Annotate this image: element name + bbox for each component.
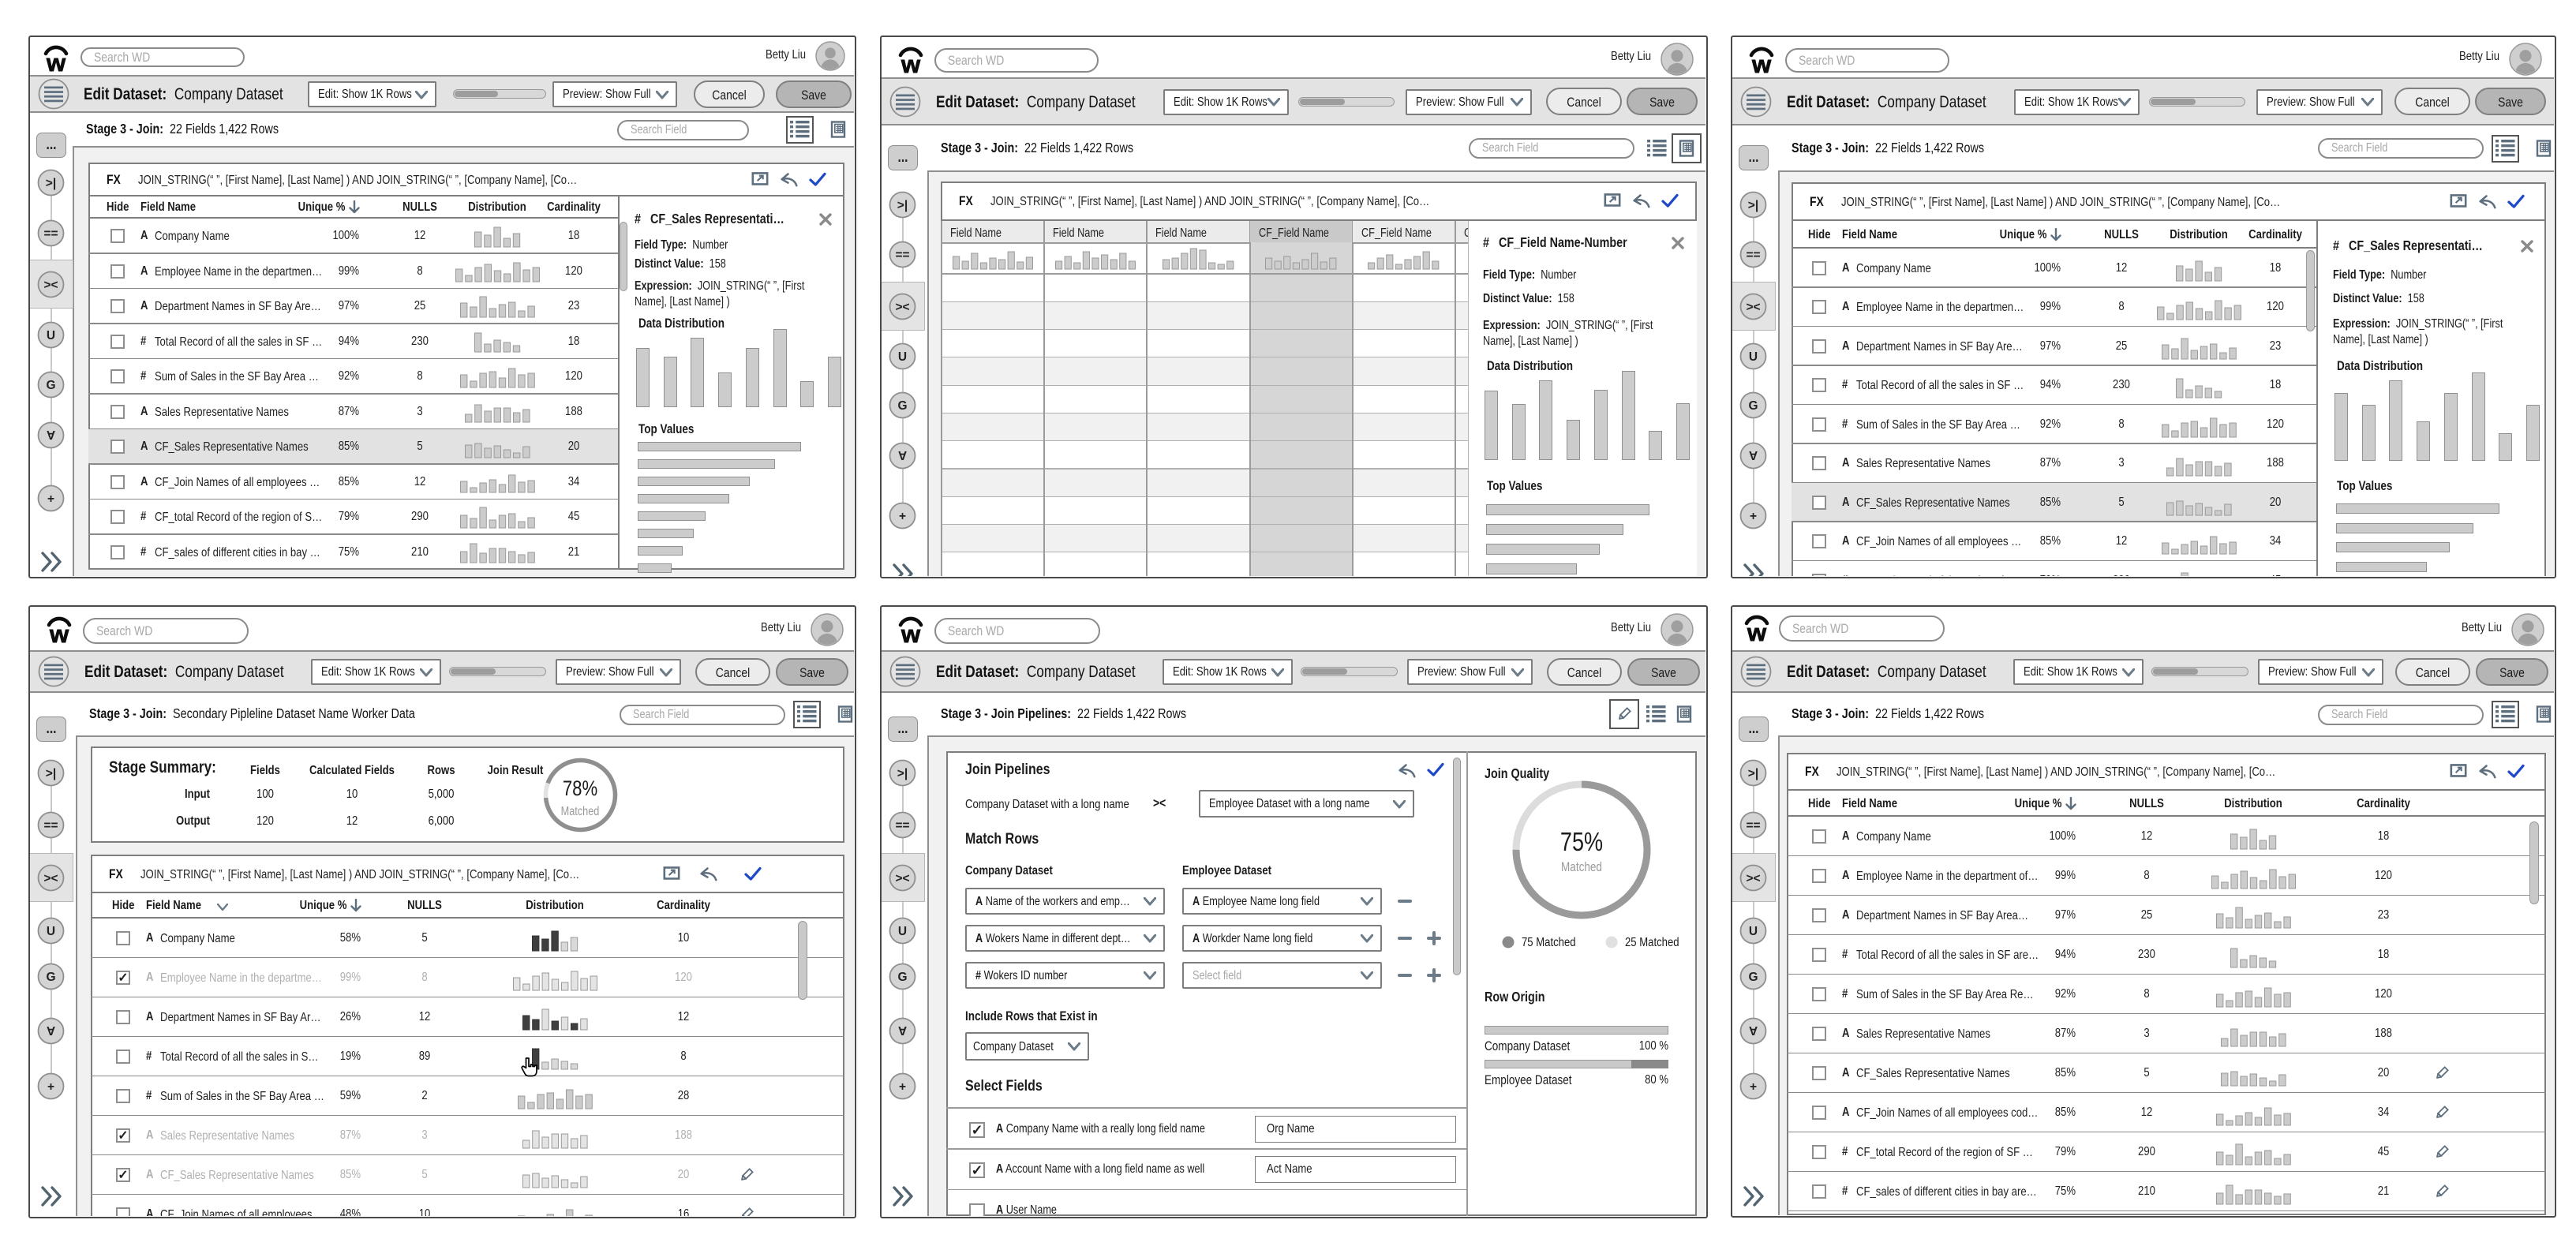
svg-text:==: == [895, 819, 909, 833]
svg-text:G: G [897, 971, 907, 984]
svg-text:>|: >| [897, 767, 908, 780]
svg-text:U: U [898, 925, 907, 938]
svg-text:w: w [49, 620, 69, 643]
svg-text:U: U [47, 925, 55, 938]
svg-text:==: == [1746, 819, 1760, 833]
svg-text:>|: >| [46, 767, 56, 780]
svg-text:A: A [47, 1023, 55, 1036]
svg-text:U: U [898, 350, 907, 364]
svg-text:A: A [47, 427, 55, 440]
svg-text:G: G [46, 971, 55, 984]
svg-text:A: A [898, 1023, 907, 1036]
svg-text:A: A [1749, 1023, 1758, 1036]
svg-text:G: G [897, 399, 907, 413]
svg-text:U: U [1749, 925, 1758, 938]
svg-text:+: + [1750, 510, 1757, 523]
svg-text:w: w [900, 620, 921, 643]
svg-text:><: >< [895, 301, 909, 314]
svg-text:><: >< [43, 279, 58, 292]
svg-text:+: + [899, 510, 906, 523]
svg-text:+: + [1750, 1080, 1757, 1094]
svg-text:==: == [43, 227, 58, 241]
svg-text:==: == [1746, 249, 1760, 262]
svg-text:>|: >| [897, 199, 908, 212]
svg-text:w: w [46, 49, 66, 72]
svg-text:==: == [895, 249, 909, 262]
svg-text:>|: >| [1748, 199, 1758, 212]
svg-text:><: >< [1746, 872, 1760, 885]
svg-text:==: == [43, 819, 58, 833]
svg-text:A: A [1749, 447, 1758, 461]
svg-text:✓: ✓ [971, 1162, 983, 1178]
svg-text:w: w [900, 51, 921, 73]
svg-text:G: G [1748, 971, 1758, 984]
svg-text:w: w [1747, 619, 1767, 642]
svg-text:✓: ✓ [118, 1129, 128, 1143]
svg-text:A: A [898, 447, 907, 461]
svg-text:✓: ✓ [118, 971, 128, 985]
svg-text:><: >< [895, 872, 909, 885]
svg-text:+: + [899, 1080, 906, 1094]
svg-text:G: G [46, 379, 55, 392]
svg-text:>|: >| [1748, 767, 1758, 780]
svg-text:U: U [47, 329, 55, 342]
svg-text:><: >< [1746, 301, 1760, 314]
svg-text:✓: ✓ [971, 1122, 983, 1138]
svg-text:+: + [47, 1080, 54, 1094]
svg-text:✓: ✓ [118, 1169, 128, 1182]
svg-text:><: >< [43, 872, 58, 885]
svg-text:G: G [1748, 399, 1758, 413]
svg-text:w: w [1751, 51, 1772, 73]
svg-text:>|: >| [46, 177, 56, 190]
svg-text:U: U [1749, 350, 1758, 364]
svg-text:+: + [47, 492, 54, 506]
